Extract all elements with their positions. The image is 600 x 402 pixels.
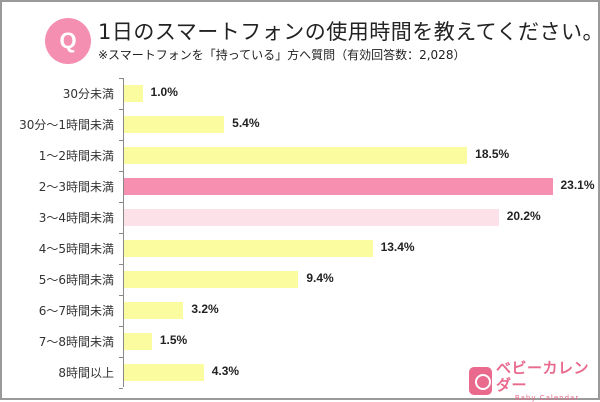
bar-row: 6～7時間未満 3.2% (2, 297, 600, 328)
bar (124, 271, 299, 288)
category-label: 2～3時間未満 (38, 180, 114, 194)
bar-row: 7～8時間未満 1.5% (2, 328, 600, 359)
logo-name-jp: ベビーカレンダー (496, 359, 590, 394)
value-label: 23.1% (560, 178, 595, 192)
value-label: 9.4% (306, 271, 334, 285)
category-label: 1～2時間未満 (38, 149, 114, 163)
bar-row: 8時間以上 4.3% (2, 359, 600, 390)
category-label: 4～5時間未満 (38, 242, 114, 256)
bar-row: 30分未満 1.0% (2, 80, 600, 111)
logo-name-en: Baby Calendar (514, 394, 580, 402)
axis-tick (119, 202, 123, 203)
bar (124, 333, 152, 350)
value-label: 3.2% (191, 302, 219, 316)
value-label: 18.5% (475, 147, 510, 161)
bar (124, 116, 225, 133)
value-label: 13.4% (380, 240, 415, 254)
value-label: 20.2% (506, 209, 541, 223)
bar (124, 364, 204, 381)
bar (124, 178, 553, 195)
category-label: 6～7時間未満 (38, 304, 114, 318)
axis-tick (119, 295, 123, 296)
chart-subtitle: ※スマートフォンを「持っている」方へ質問（有効回答数：2,028） (98, 48, 466, 62)
bar-row: 1～2時間未満 18.5% (2, 142, 600, 173)
bar-row: 4～5時間未満 13.4% (2, 235, 600, 266)
value-label: 4.3% (211, 364, 240, 378)
chart-title: 1日のスマートフォンの使用時間を教えてください。 (98, 20, 600, 44)
axis-tick (119, 388, 123, 389)
baby-calendar-icon (469, 367, 493, 395)
axis-tick (119, 171, 123, 172)
category-label: 30分未満 (62, 87, 114, 101)
value-label: 1.5% (159, 333, 188, 347)
question-badge: Q (45, 18, 91, 64)
category-label: 8時間以上 (58, 366, 114, 380)
bar-row: 5～6時間未満 9.4% (2, 266, 600, 297)
axis-tick (119, 140, 123, 141)
bar-row: 2～3時間未満 23.1% (2, 173, 600, 204)
bar-row: 3～4時間未満 20.2% (2, 204, 600, 235)
bar (124, 147, 468, 164)
bar (124, 209, 499, 226)
category-label: 30分～1時間未満 (19, 118, 114, 132)
category-label: 7～8時間未満 (38, 335, 114, 349)
value-label: 1.0% (150, 85, 178, 99)
axis-tick (119, 109, 123, 110)
bar (124, 302, 184, 319)
bar (124, 85, 143, 102)
y-axis-line (123, 78, 124, 387)
bar (124, 240, 373, 257)
bar-row: 30分～1時間未満 5.4% (2, 111, 600, 142)
axis-tick (119, 326, 123, 327)
brand-logo: ベビーカレンダー Baby Calendar (469, 360, 598, 402)
axis-tick (119, 264, 123, 265)
axis-tick (119, 233, 123, 234)
axis-tick (119, 78, 123, 79)
axis-tick (119, 357, 123, 358)
category-label: 5～6時間未満 (38, 273, 114, 287)
category-label: 3～4時間未満 (38, 211, 114, 225)
value-label: 5.4% (232, 116, 260, 130)
